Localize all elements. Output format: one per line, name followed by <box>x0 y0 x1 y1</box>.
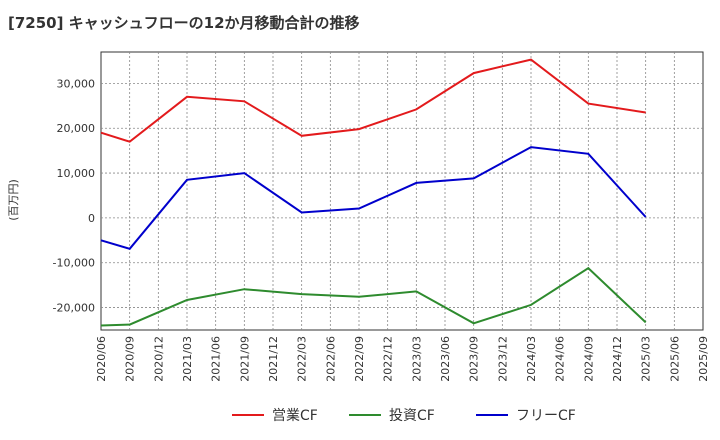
legend-item: フリーCF <box>476 408 576 424</box>
x-tick-label: 2020/06 <box>95 336 108 382</box>
y-axis-label: (百万円) <box>7 179 20 221</box>
x-tick-label: 2021/06 <box>210 336 223 382</box>
x-tick-label: 2021/12 <box>267 336 280 382</box>
x-tick-label: 2023/09 <box>468 336 481 382</box>
x-tick-label: 2021/03 <box>181 336 194 382</box>
x-tick-label: 2022/03 <box>296 336 309 382</box>
x-tick-label: 2022/06 <box>324 336 337 382</box>
legend-label: 営業CF <box>272 408 318 424</box>
x-tick-label: 2020/12 <box>152 336 165 382</box>
x-tick-label: 2020/09 <box>124 336 137 382</box>
x-tick-label: 2024/03 <box>525 336 538 382</box>
y-tick-label: 30,000 <box>57 77 96 90</box>
y-tick-label: 0 <box>88 212 95 225</box>
x-tick-label: 2025/09 <box>697 336 710 382</box>
legend-item: 投資CF <box>349 408 435 424</box>
legend-label: 投資CF <box>389 408 435 424</box>
x-tick-label: 2023/12 <box>496 336 509 382</box>
y-tick-label: -20,000 <box>53 302 95 315</box>
plot-area <box>100 51 704 331</box>
x-tick-label: 2024/12 <box>611 336 624 382</box>
series-line-投資CF <box>100 266 647 327</box>
x-tick-label: 2021/09 <box>238 336 251 382</box>
y-tick-label: 10,000 <box>57 167 96 180</box>
legend-label: フリーCF <box>516 408 576 424</box>
x-tick-label: 2025/03 <box>640 336 653 382</box>
x-tick-label: 2024/09 <box>582 336 595 382</box>
y-tick-label: -10,000 <box>53 257 95 270</box>
x-tick-label: 2023/06 <box>439 336 452 382</box>
x-tick-label: 2025/06 <box>668 336 681 382</box>
x-tick-label: 2022/09 <box>353 336 366 382</box>
x-tick-label: 2024/06 <box>554 336 567 382</box>
x-tick-label: 2022/12 <box>382 336 395 382</box>
y-tick-label: 20,000 <box>57 122 96 135</box>
series-line-フリーCF <box>100 146 647 250</box>
legend-item: 営業CF <box>232 408 318 424</box>
chart-title: [7250] キャッシュフローの12か月移動合計の推移 <box>8 14 360 32</box>
x-tick-label: 2023/03 <box>410 336 423 382</box>
series-line-営業CF <box>100 58 646 143</box>
